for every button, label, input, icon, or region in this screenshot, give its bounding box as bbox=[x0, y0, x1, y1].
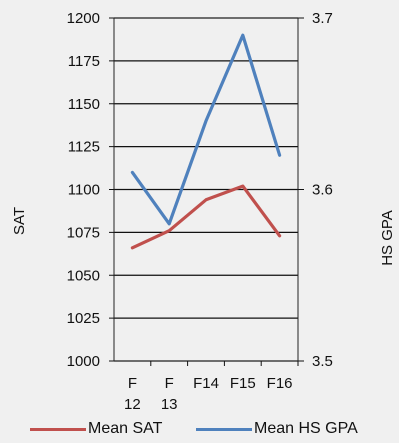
left-tick-label: 1200 bbox=[67, 10, 100, 27]
legend-item-mean-sat: Mean SAT bbox=[30, 420, 162, 438]
legend-item-mean-hs-gpa: Mean HS GPA bbox=[196, 420, 358, 438]
right-tick-label: 3.7 bbox=[312, 10, 333, 27]
right-tick-label: 3.6 bbox=[312, 182, 333, 199]
x-tick-label: 12 bbox=[124, 396, 141, 413]
legend: Mean SAT Mean HS GPA bbox=[0, 420, 399, 442]
x-tick-label: F16 bbox=[267, 375, 293, 392]
left-tick-label: 1125 bbox=[68, 139, 100, 156]
left-axis-ticks: 1000 1025 1050 1075 1100 1125 1150 1175 1200 bbox=[67, 10, 114, 370]
left-tick-label: 1025 bbox=[67, 310, 100, 327]
left-tick-label: 1000 bbox=[67, 353, 100, 370]
legend-label-gpa: Mean HS GPA bbox=[254, 420, 358, 437]
left-tick-label: 1075 bbox=[67, 224, 100, 241]
legend-swatch-gpa bbox=[196, 427, 252, 431]
left-tick-label: 1100 bbox=[68, 182, 100, 199]
x-tick-label: F14 bbox=[193, 375, 219, 392]
series-lines bbox=[130, 33, 282, 250]
left-tick-label: 1050 bbox=[67, 267, 100, 284]
series-line-mean-sat bbox=[130, 184, 282, 250]
x-tick-label: F bbox=[165, 375, 174, 392]
x-tick-label: F15 bbox=[230, 375, 256, 392]
x-tick-label: 13 bbox=[161, 396, 178, 413]
legend-label-sat: Mean SAT bbox=[88, 420, 163, 437]
gridlines bbox=[114, 17, 298, 362]
left-tick-label: 1150 bbox=[68, 96, 100, 113]
right-axis-title: HS GPA bbox=[379, 210, 396, 266]
legend-swatch-sat bbox=[30, 427, 86, 431]
right-tick-label: 3.5 bbox=[312, 353, 333, 370]
left-tick-label: 1175 bbox=[68, 53, 100, 70]
series-line-mean-hs-gpa bbox=[130, 33, 282, 226]
right-axis-ticks: 3.5 3.6 3.7 bbox=[298, 10, 333, 370]
left-axis-title: SAT bbox=[11, 207, 28, 235]
x-tick-label: F bbox=[128, 375, 137, 392]
sat-gpa-line-chart: 1000 1025 1050 1075 1100 1125 1150 1175 1200 3.5… bbox=[11, 10, 396, 413]
x-axis-ticks: F 12 F 13 F14 F15 F16 bbox=[124, 361, 299, 413]
